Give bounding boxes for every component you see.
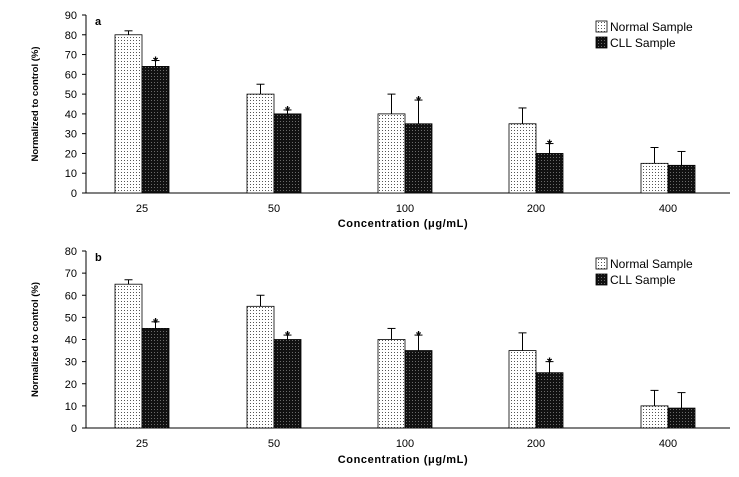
x-tick-label: 25 <box>136 438 148 450</box>
y-tick-label: 30 <box>65 129 77 141</box>
x-axis-label: Concentration (μg/mL) <box>338 454 469 466</box>
bar-normal <box>508 350 537 429</box>
x-tick-label: 400 <box>659 203 677 215</box>
bar-cll <box>404 123 433 194</box>
x-tick-label: 25 <box>136 203 148 215</box>
y-tick-label: 80 <box>65 30 77 42</box>
legend-swatch-normal <box>595 20 608 33</box>
y-tick-label: 90 <box>65 10 77 22</box>
legend-swatch-cll <box>595 36 608 49</box>
significance-star: * <box>285 103 291 118</box>
y-tick-label: 30 <box>65 357 77 369</box>
legend-label: Normal Sample <box>610 20 693 34</box>
significance-star: * <box>547 137 553 152</box>
legend-swatch-normal <box>595 257 608 270</box>
y-axis-label: Normalized to control (%) <box>30 46 41 161</box>
bar-normal <box>508 123 537 194</box>
bar-normal <box>114 283 143 429</box>
bar-cll <box>667 164 696 194</box>
bar-cll <box>535 153 564 194</box>
significance-star: * <box>285 328 291 343</box>
bar-cll <box>273 339 302 429</box>
y-tick-label: 10 <box>65 168 77 180</box>
bar-cll <box>273 113 302 194</box>
bar-normal <box>640 162 669 194</box>
x-tick-label: 200 <box>527 438 545 450</box>
legend-label: CLL Sample <box>610 273 676 287</box>
y-tick-label: 20 <box>65 379 77 391</box>
x-tick-label: 400 <box>659 438 677 450</box>
significance-star: * <box>547 355 553 370</box>
y-tick-label: 50 <box>65 312 77 324</box>
y-tick-label: 50 <box>65 89 77 101</box>
bar-normal <box>246 305 275 429</box>
y-tick-label: 60 <box>65 69 77 81</box>
y-tick-label: 70 <box>65 50 77 62</box>
y-tick-label: 70 <box>65 268 77 280</box>
significance-star: * <box>153 53 159 68</box>
bar-normal <box>377 113 406 194</box>
bar-cll <box>667 407 696 429</box>
bar-cll <box>404 350 433 429</box>
y-tick-label: 20 <box>65 148 77 160</box>
panel-letter: a <box>95 16 102 28</box>
bar-normal <box>246 93 275 194</box>
y-tick-label: 40 <box>65 109 77 121</box>
legend-label: CLL Sample <box>610 36 676 50</box>
legend-label: Normal Sample <box>610 257 693 271</box>
y-tick-label: 10 <box>65 401 77 413</box>
bar-cll <box>141 66 170 194</box>
significance-star: * <box>153 315 159 330</box>
x-axis-label: Concentration (μg/mL) <box>338 218 469 230</box>
x-tick-label: 50 <box>268 203 280 215</box>
x-tick-label: 200 <box>527 203 545 215</box>
bar-normal <box>640 405 669 429</box>
x-tick-label: 100 <box>396 438 414 450</box>
y-axis-label: Normalized to control (%) <box>30 282 41 397</box>
legend-swatch-cll <box>595 273 608 286</box>
y-tick-label: 80 <box>65 246 77 258</box>
significance-star: * <box>416 93 422 108</box>
x-tick-label: 50 <box>268 438 280 450</box>
y-tick-label: 0 <box>71 423 77 435</box>
bar-normal <box>114 34 143 194</box>
panel-letter: b <box>95 252 102 264</box>
y-tick-label: 0 <box>71 188 77 200</box>
bar-normal <box>377 339 406 429</box>
y-tick-label: 60 <box>65 290 77 302</box>
bar-cll <box>535 372 564 429</box>
significance-star: * <box>416 328 422 343</box>
x-tick-label: 100 <box>396 203 414 215</box>
bar-cll <box>141 328 170 429</box>
y-tick-label: 40 <box>65 335 77 347</box>
